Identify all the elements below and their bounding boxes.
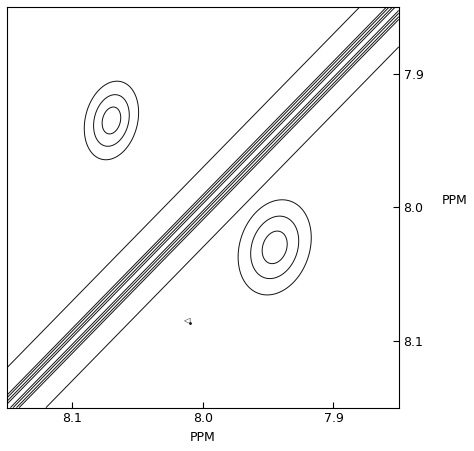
Text: ◁: ◁ (183, 316, 190, 325)
X-axis label: PPM: PPM (190, 431, 216, 444)
Y-axis label: PPM: PPM (441, 194, 467, 207)
